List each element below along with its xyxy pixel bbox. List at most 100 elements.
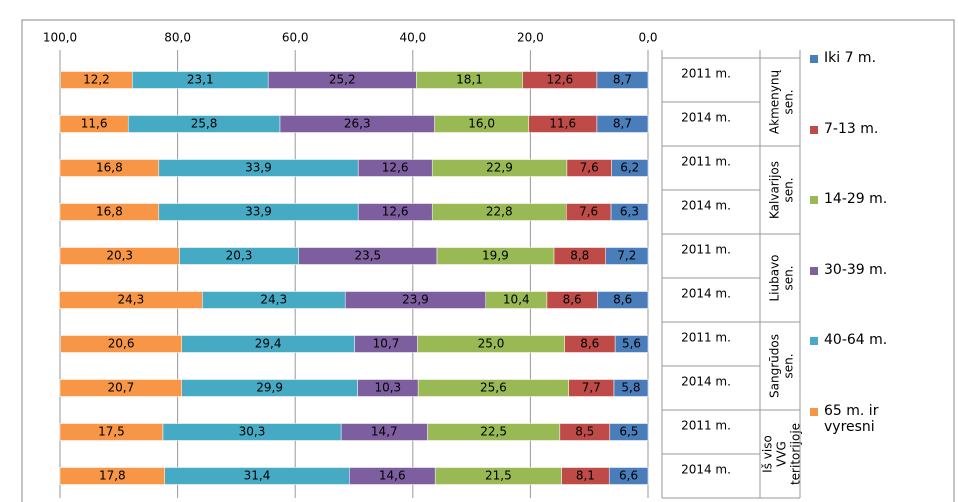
data-label: 24,3 xyxy=(260,293,287,307)
group-label-line: Iš viso xyxy=(761,435,775,473)
data-label: 19,9 xyxy=(482,249,509,263)
data-label: 23,9 xyxy=(402,293,429,307)
data-label: 6,2 xyxy=(620,161,639,175)
x-tick-label: 60,0 xyxy=(282,31,309,45)
group-label-line: Akmenynų xyxy=(768,70,782,135)
data-label: 14,7 xyxy=(371,425,398,439)
legend-label: 7-13 m. xyxy=(824,120,879,137)
group-label-line: VVG xyxy=(775,441,789,467)
data-label: 20,3 xyxy=(226,249,253,263)
data-label: 16,8 xyxy=(96,161,123,175)
data-label: 20,7 xyxy=(107,381,134,395)
x-tick-label: 40,0 xyxy=(399,31,426,45)
data-label: 33,9 xyxy=(245,161,272,175)
group-label-line: teritorijoje xyxy=(789,423,803,485)
legend-item: 7-13 m. xyxy=(810,121,950,137)
data-label: 25,0 xyxy=(478,337,505,351)
data-label: 31,4 xyxy=(244,469,271,483)
data-label: 25,8 xyxy=(191,117,218,131)
bar-segment xyxy=(59,115,129,133)
data-label: 11,6 xyxy=(549,117,576,131)
legend-label: 40-64 m. xyxy=(824,332,888,348)
data-label: 10,7 xyxy=(373,337,400,351)
data-label: 23,5 xyxy=(354,249,381,263)
x-tick-label: 20,0 xyxy=(517,31,544,45)
data-label: 10,3 xyxy=(374,381,401,395)
data-label: 11,6 xyxy=(81,117,108,131)
data-label: 25,2 xyxy=(329,73,356,87)
bar-segment xyxy=(59,159,160,177)
data-label: 26,3 xyxy=(344,117,371,131)
data-label: 16,8 xyxy=(96,205,123,219)
data-label: 6,6 xyxy=(619,469,638,483)
legend-label: 14-29 m. xyxy=(824,191,888,207)
data-label: 8,7 xyxy=(613,73,632,87)
data-label: 20,6 xyxy=(108,337,135,351)
legend-swatch xyxy=(810,266,818,275)
data-label: 18,1 xyxy=(456,73,483,87)
legend-swatch xyxy=(810,407,818,416)
group-label-line: Kalvarijos xyxy=(768,161,782,219)
data-label: 12,6 xyxy=(382,205,409,219)
data-label: 6,5 xyxy=(619,425,638,439)
data-label: 33,9 xyxy=(245,205,272,219)
data-label: 8,8 xyxy=(570,249,589,263)
category-label: 2014 m. xyxy=(681,111,731,125)
category-label: 2014 m. xyxy=(681,375,731,389)
bar-segment xyxy=(60,71,133,89)
bar-segment xyxy=(59,203,160,221)
data-label: 22,5 xyxy=(480,425,507,439)
group-label-line: sen. xyxy=(782,353,796,378)
legend-label: 65 m. ir vyresni xyxy=(824,402,879,435)
chart-border xyxy=(21,19,955,502)
data-label: 24,3 xyxy=(117,293,144,307)
data-label: 8,6 xyxy=(563,293,582,307)
data-label: 6,3 xyxy=(620,205,639,219)
data-label: 22,9 xyxy=(486,161,513,175)
bar-segment xyxy=(60,335,182,353)
data-label: 23,1 xyxy=(187,73,214,87)
group-label: Kalvarijos sen. xyxy=(768,161,796,219)
data-label: 5,6 xyxy=(622,337,641,351)
group-label: Akmenynų sen. xyxy=(768,70,796,135)
data-label: 14,6 xyxy=(379,469,406,483)
category-label: 2011 m. xyxy=(681,243,731,257)
data-label: 12,6 xyxy=(546,73,573,87)
bar-segment xyxy=(59,467,165,485)
group-label-line: Liubavo xyxy=(768,254,782,301)
group-label: Sangrūdos sen. xyxy=(768,334,796,398)
category-label: 2011 m. xyxy=(681,331,731,345)
data-label: 16,0 xyxy=(468,117,495,131)
x-tick-label: 80,0 xyxy=(164,31,191,45)
data-label: 8,6 xyxy=(613,293,632,307)
data-label: 7,6 xyxy=(579,205,598,219)
category-label: 2014 m. xyxy=(681,199,731,213)
data-label: 17,5 xyxy=(98,425,125,439)
data-label: 8,1 xyxy=(576,469,595,483)
data-label: 21,5 xyxy=(485,469,512,483)
data-label: 8,7 xyxy=(613,117,632,131)
bar-segment xyxy=(59,423,164,441)
group-label: Iš viso VVG teritorijoje xyxy=(761,423,803,485)
legend-item: 14-29 m. xyxy=(810,191,950,207)
data-label: 10,4 xyxy=(503,293,530,307)
data-label: 30,3 xyxy=(239,425,266,439)
data-label: 29,4 xyxy=(255,337,282,351)
data-label: 7,7 xyxy=(582,381,601,395)
category-label: 2014 m. xyxy=(681,463,731,477)
group-label-line: sen. xyxy=(782,177,796,202)
bar-segment xyxy=(59,379,182,397)
bar-segment xyxy=(59,291,203,309)
x-tick-label: 100,0 xyxy=(43,31,77,45)
data-label: 5,8 xyxy=(621,381,640,395)
group-label: Liubavo sen. xyxy=(768,254,796,301)
category-label: 2011 m. xyxy=(681,155,731,169)
legend-swatch xyxy=(810,196,818,204)
data-label: 8,6 xyxy=(580,337,599,351)
category-label: 2011 m. xyxy=(681,67,731,81)
legend-swatch xyxy=(810,125,818,134)
legend-item: 30-39 m. xyxy=(810,262,950,278)
data-label: 20,3 xyxy=(106,249,133,263)
